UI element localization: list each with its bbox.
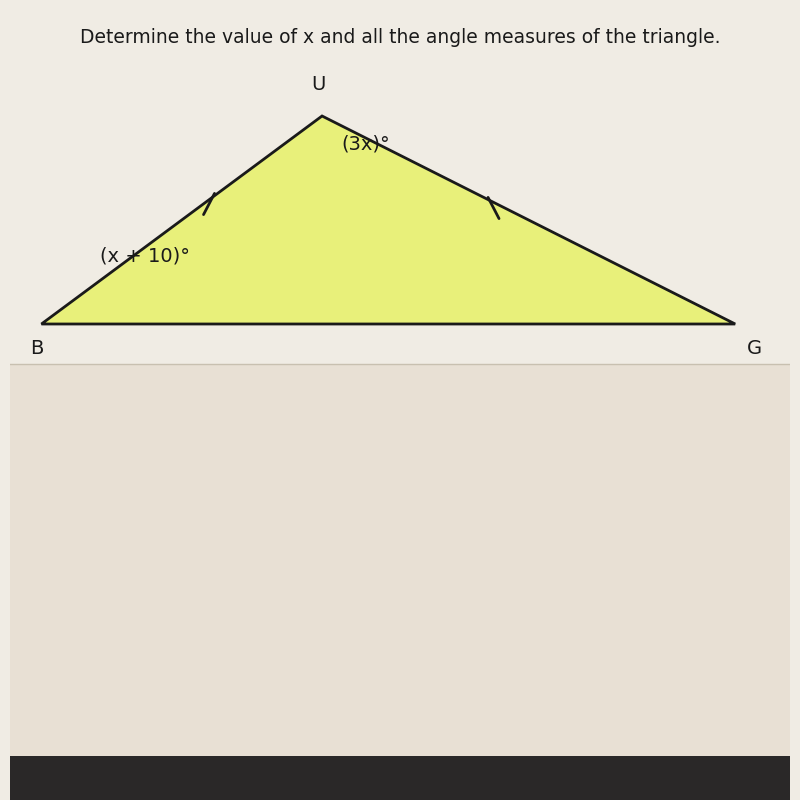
Text: G: G: [747, 338, 762, 358]
Text: B: B: [30, 338, 43, 358]
Bar: [10, 756, 790, 800]
Text: Determine the value of x and all the angle measures of the triangle.: Determine the value of x and all the ang…: [80, 28, 720, 47]
Polygon shape: [42, 116, 735, 324]
Text: U: U: [311, 74, 326, 94]
Bar: [10, 364, 790, 756]
Text: (3x)°: (3x)°: [342, 134, 390, 154]
Text: (x + 10)°: (x + 10)°: [100, 246, 190, 266]
Bar: [10, 0, 790, 364]
